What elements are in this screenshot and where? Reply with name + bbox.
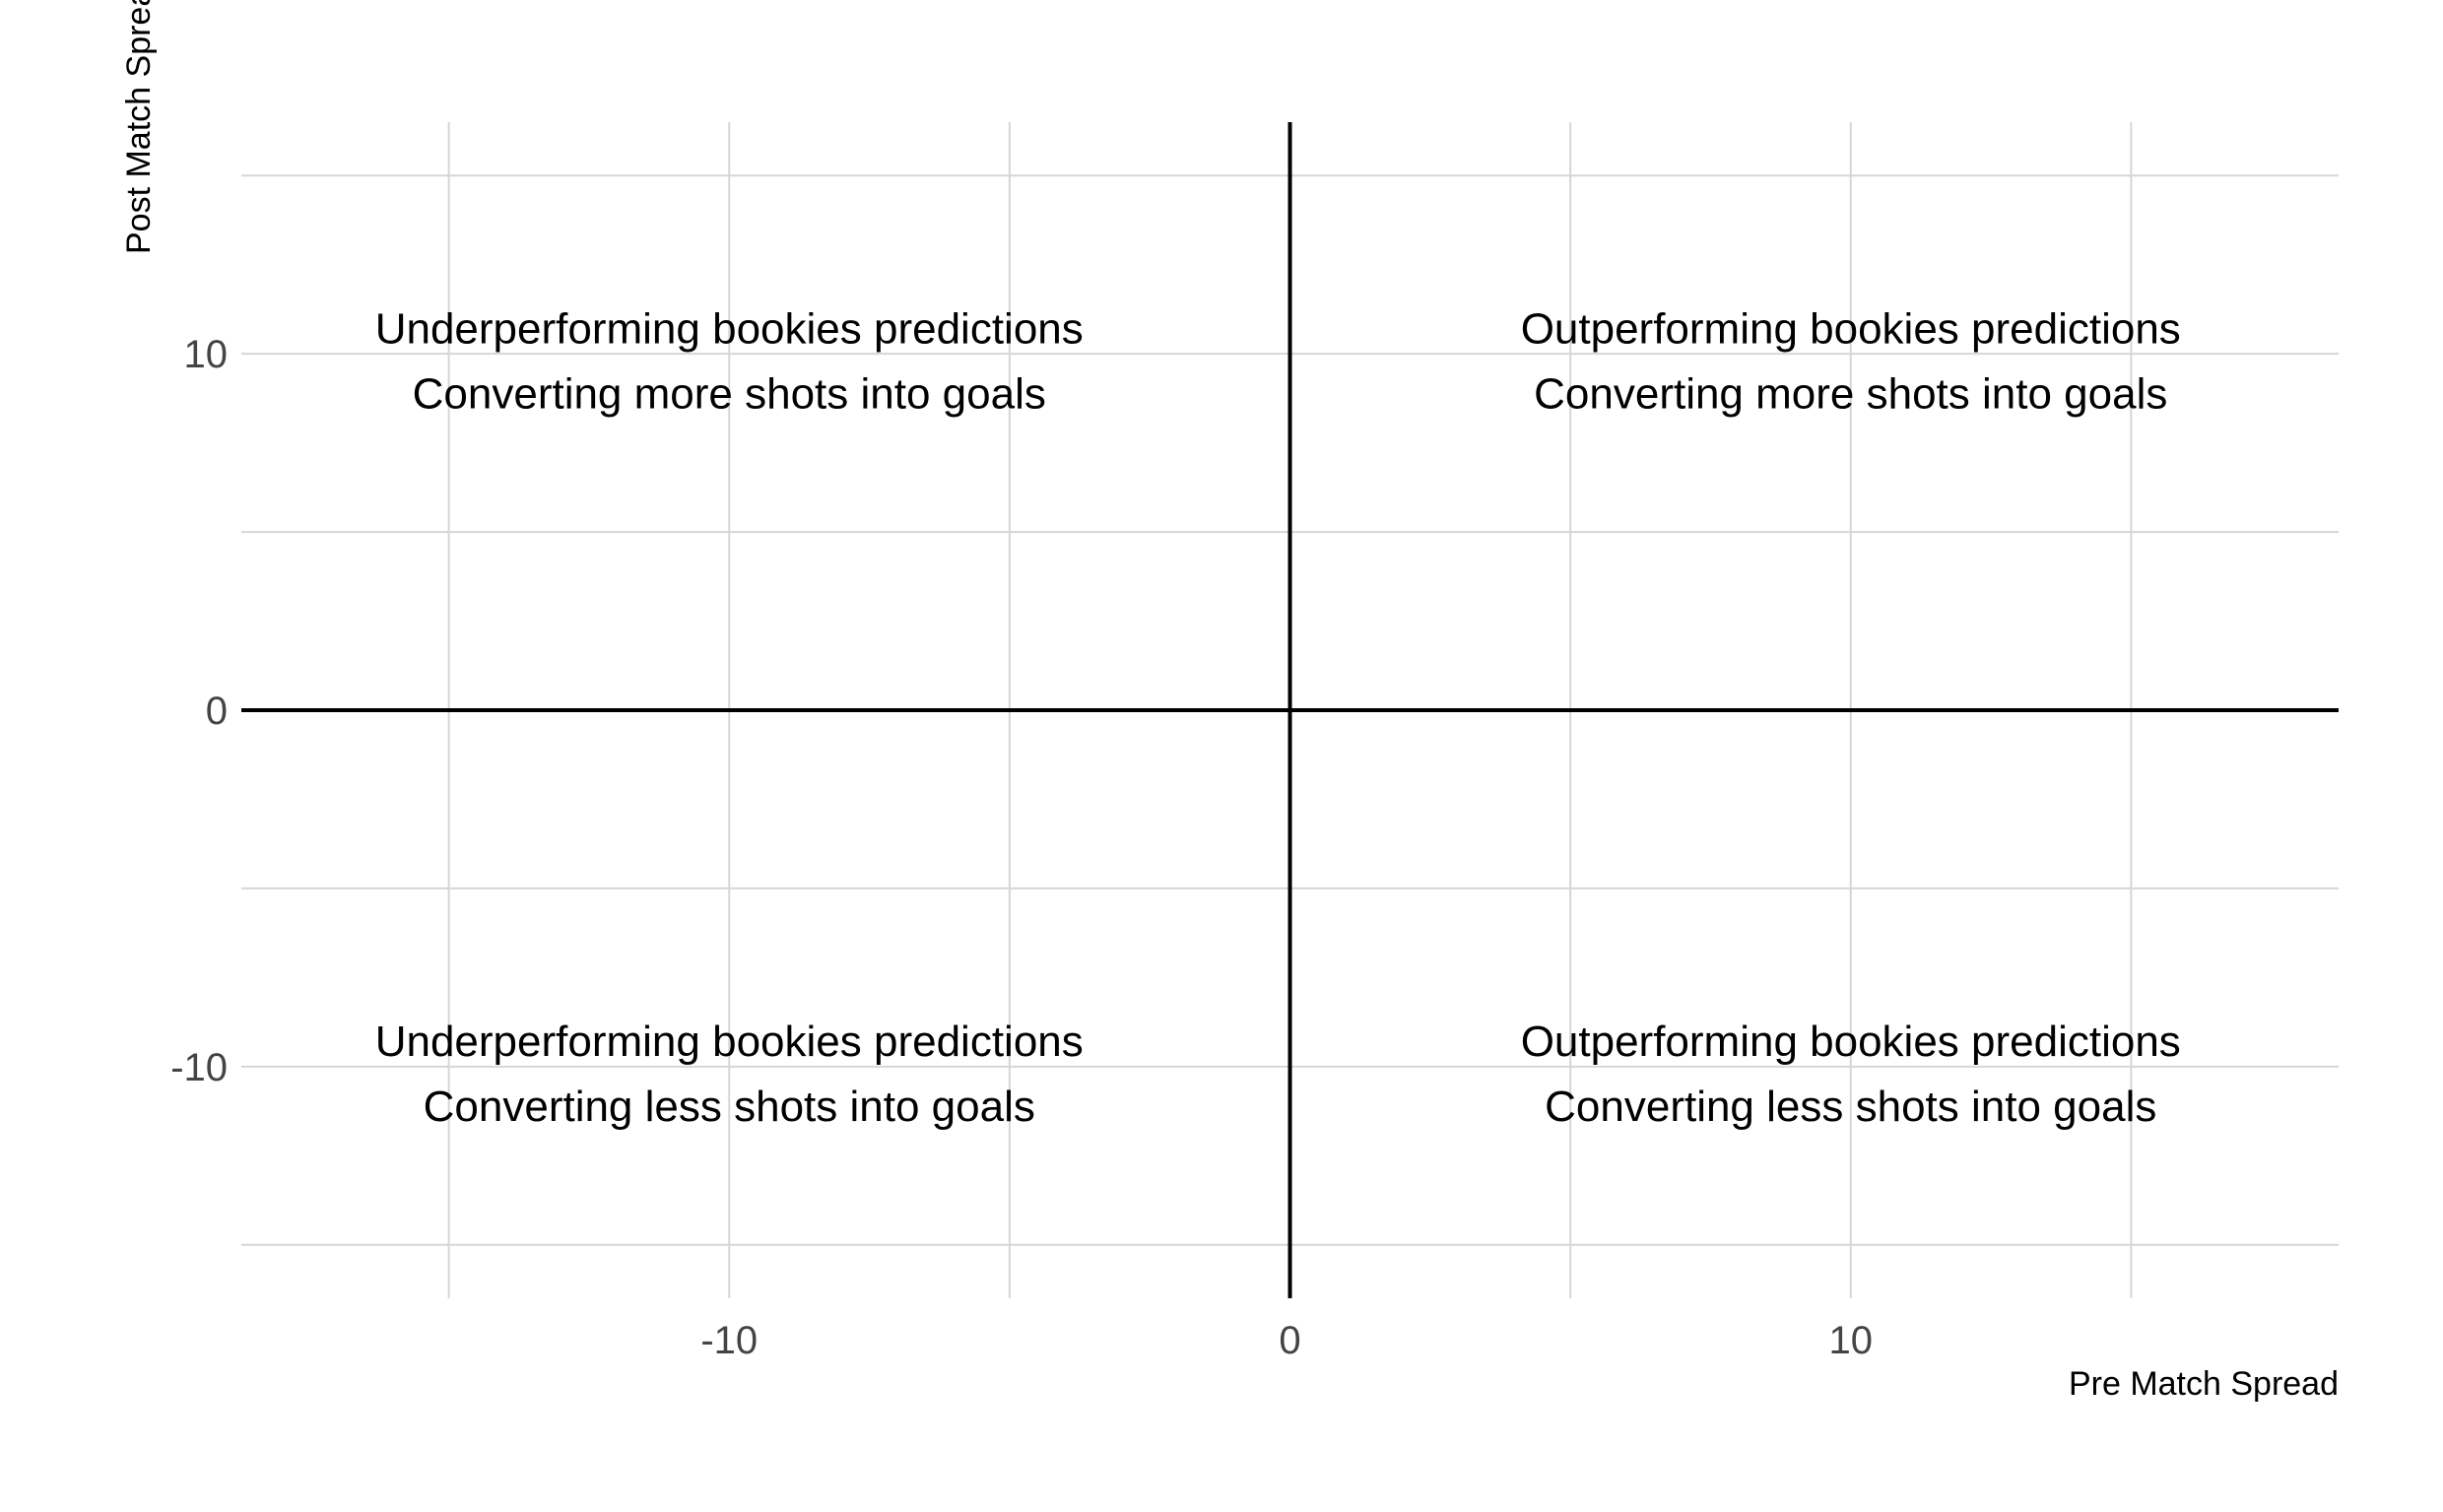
quadrant-label-line: Converting more shots into goals: [413, 369, 1046, 418]
y-tick-label: 10: [184, 333, 229, 376]
quadrant-label: Underperforming bookies predictions Conve…: [375, 304, 1084, 418]
quadrant-annotations: Underperforming bookies predictions Conve…: [375, 304, 2181, 1131]
x-tick-label: 0: [1279, 1319, 1300, 1362]
y-axis-title: Post Match Spread: [120, 0, 158, 254]
quadrant-label-line: Underperforming bookies predictions: [375, 304, 1084, 353]
quadrant-label: Outperforming bookies predictions Convert…: [1521, 304, 2181, 418]
quadrant-label-line: Converting less shots into goals: [424, 1083, 1035, 1131]
quadrant-label: Outperforming bookies predictions Convert…: [1521, 1018, 2181, 1131]
quadrant-label-line: Converting more shots into goals: [1534, 369, 2167, 418]
quadrant-label-line: Outperforming bookies predictions: [1521, 304, 2181, 353]
reference-lines: [241, 122, 2339, 1298]
x-tick-label: -10: [700, 1319, 758, 1362]
quadrant-label-line: Underperforming bookies predictions: [375, 1018, 1084, 1066]
x-axis-title: Pre Match Spread: [2069, 1365, 2339, 1403]
quadrant-label: Underperforming bookies predictions Conve…: [375, 1018, 1084, 1131]
y-tick-label: -10: [170, 1046, 228, 1089]
y-tick-label: 0: [206, 690, 228, 733]
tick-labels: -10 0 10 -10 0 10: [170, 333, 1873, 1362]
x-tick-label: 10: [1829, 1319, 1874, 1362]
quadrant-label-line: Outperforming bookies predictions: [1521, 1018, 2181, 1066]
quadrant-label-line: Converting less shots into goals: [1545, 1083, 2156, 1131]
